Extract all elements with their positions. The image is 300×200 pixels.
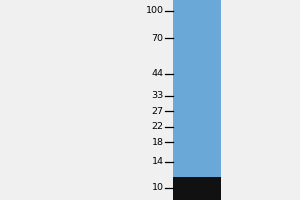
Text: 27: 27 (152, 107, 164, 116)
Text: 44: 44 (152, 69, 164, 78)
Text: 33: 33 (151, 91, 164, 100)
Text: 14: 14 (152, 157, 164, 166)
Text: 10: 10 (152, 183, 164, 192)
Text: 70: 70 (152, 34, 164, 43)
Text: 100: 100 (146, 6, 164, 15)
Bar (172, 0, 220, 200)
Bar (172, 177, 220, 200)
Text: 22: 22 (152, 122, 164, 131)
Text: 18: 18 (152, 138, 164, 147)
